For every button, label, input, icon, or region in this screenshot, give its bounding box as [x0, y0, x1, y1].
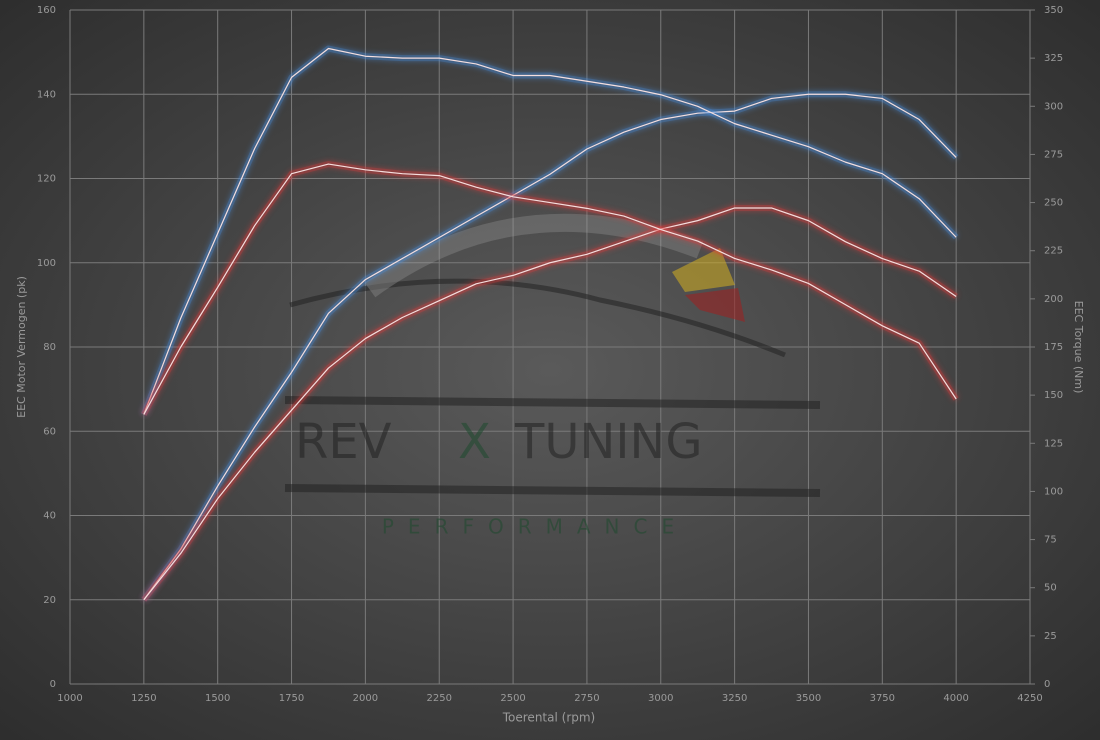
y2-tick-label: 100 [1044, 486, 1063, 497]
line [143, 93, 957, 601]
y2-tick-label: 75 [1044, 535, 1057, 546]
y-tick-label: 100 [37, 258, 56, 269]
x-axis-label: Toerental (rpm) [502, 711, 595, 725]
y-axis-label: EEC Motor Vermogen (pk) [15, 276, 28, 418]
y2-tick-label: 250 [1044, 198, 1063, 209]
y-tick-label: 40 [43, 511, 56, 522]
x-tick-label: 4000 [943, 693, 968, 704]
y2-tick-label: 25 [1044, 631, 1057, 642]
x-tick-label: 1500 [205, 693, 230, 704]
y2-axis-label: EEC Torque (Nm) [1072, 301, 1085, 394]
x-tick-label: 2250 [427, 693, 452, 704]
x-tick-label: 3750 [870, 693, 895, 704]
x-tick-label: 1000 [57, 693, 82, 704]
watermark: REV X TUNING PERFORMANCE [284, 213, 821, 539]
line [143, 47, 957, 415]
y-tick-label: 80 [43, 342, 56, 353]
y-tick-label: 160 [37, 5, 56, 16]
x-tick-label: 3500 [796, 693, 821, 704]
y2-tick-label: 325 [1044, 53, 1063, 64]
watermark-text: X [458, 414, 491, 470]
y-tick-label: 140 [37, 89, 56, 100]
x-tick-label: 2000 [353, 693, 378, 704]
y2-tick-label: 50 [1044, 583, 1057, 594]
y2-tick-label: 350 [1044, 5, 1063, 16]
watermark-text: REV [295, 414, 392, 470]
y-tick-label: 20 [43, 595, 56, 606]
y-tick-label: 0 [50, 679, 56, 690]
y2-tick-label: 275 [1044, 149, 1063, 160]
line [143, 207, 957, 601]
y2-tick-label: 0 [1044, 679, 1050, 690]
y-tick-label: 120 [37, 174, 56, 185]
y2-tick-label: 175 [1044, 342, 1063, 353]
y2-tick-label: 225 [1044, 246, 1063, 257]
y2-tick-label: 200 [1044, 294, 1063, 305]
x-tick-label: 4250 [1017, 693, 1042, 704]
x-tick-label: 3000 [648, 693, 673, 704]
x-tick-label: 2500 [500, 693, 525, 704]
y2-tick-label: 300 [1044, 101, 1063, 112]
line [143, 163, 957, 415]
x-tick-label: 1750 [279, 693, 304, 704]
x-tick-label: 1250 [131, 693, 156, 704]
x-tick-label: 2750 [574, 693, 599, 704]
x-tick-label: 3250 [722, 693, 747, 704]
y2-tick-label: 150 [1044, 390, 1063, 401]
watermark-text: PERFORMANCE [382, 515, 688, 539]
y-tick-label: 60 [43, 426, 56, 437]
y2-tick-label: 125 [1044, 438, 1063, 449]
watermark-text: TUNING [514, 414, 703, 470]
